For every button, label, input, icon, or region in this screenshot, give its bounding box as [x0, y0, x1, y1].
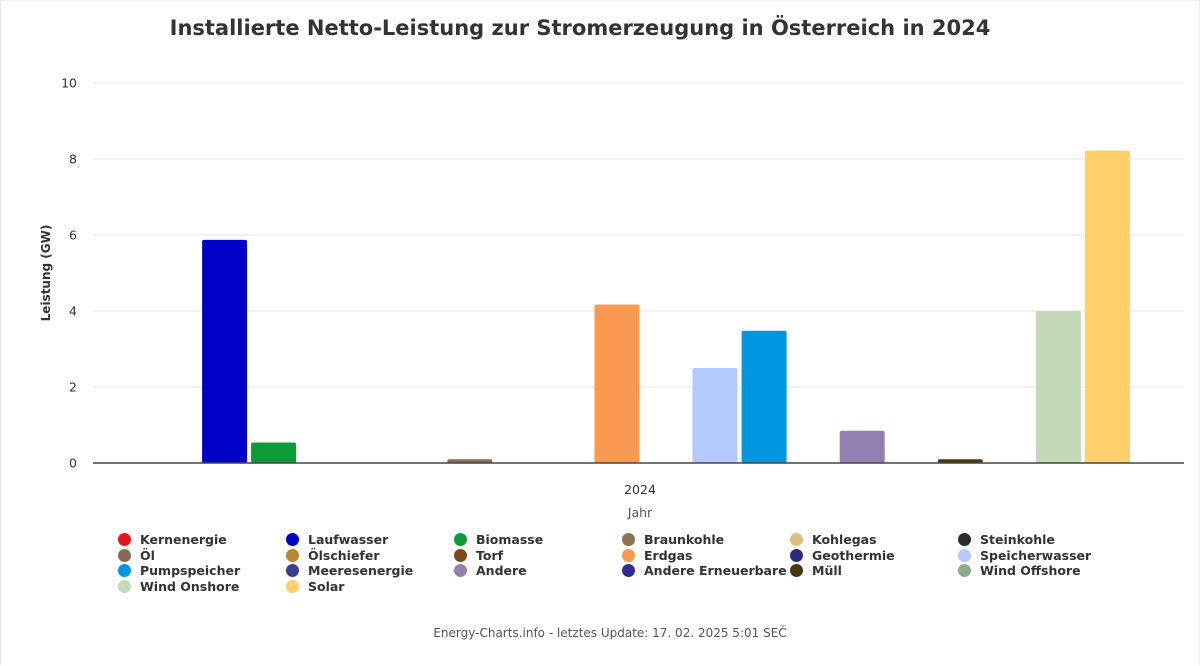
x-tick-label: 2024	[624, 482, 656, 497]
legend-marker	[286, 548, 299, 562]
legend-label: Pumpspeicher	[140, 563, 241, 579]
legend-marker	[118, 533, 131, 547]
y-tick-label: 10	[61, 76, 77, 91]
bar-öl[interactable]	[447, 459, 493, 463]
legend-item[interactable]: Steinkohle	[958, 532, 1126, 548]
legend-item[interactable]: Öl	[118, 548, 286, 564]
legend-label: Geothermie	[812, 547, 895, 563]
legend-item[interactable]: Solar	[286, 579, 454, 595]
bar-müll[interactable]	[937, 459, 983, 463]
legend-item[interactable]: Wind Offshore	[958, 563, 1126, 579]
legend-marker	[454, 564, 467, 578]
legend-item[interactable]: Torf	[454, 548, 622, 564]
x-axis-label: Jahr	[627, 505, 653, 520]
footer-credit: Energy-Charts.info - letztes Update: 17.…	[433, 626, 787, 640]
legend-marker	[790, 548, 803, 562]
legend-marker	[118, 548, 131, 562]
bar-erdgas[interactable]	[594, 304, 640, 464]
legend-marker	[622, 564, 635, 578]
legend-item[interactable]: Müll	[790, 563, 958, 579]
y-axis-label: Leistung (GW)	[39, 225, 53, 322]
legend-marker	[790, 533, 803, 547]
legend-item[interactable]: Braunkohle	[622, 532, 790, 548]
y-tick-label: 6	[69, 228, 77, 243]
legend-label: Biomasse	[476, 532, 544, 548]
legend-label: Speicherwasser	[980, 547, 1092, 563]
legend-item[interactable]: Wind Onshore	[118, 579, 286, 595]
legend-item[interactable]: Kernenergie	[118, 532, 286, 548]
legend-item[interactable]: Kohlegas	[790, 532, 958, 548]
bars	[202, 150, 1130, 464]
legend-label: Erdgas	[644, 547, 693, 563]
legend: Kernenergie Laufwasser Biomasse Braunkohle K…	[118, 532, 1138, 594]
bar-pumpspeicher[interactable]	[741, 330, 787, 463]
legend-label: Müll	[812, 563, 842, 579]
legend-marker	[286, 579, 299, 593]
legend-marker	[622, 533, 635, 547]
legend-item[interactable]: Laufwasser	[286, 532, 454, 548]
bar-laufwasser[interactable]	[202, 239, 248, 463]
legend-marker	[286, 533, 299, 547]
legend-label: Ölschiefer	[308, 547, 380, 563]
legend-marker	[958, 533, 971, 547]
legend-marker	[286, 564, 299, 578]
legend-marker	[790, 564, 803, 578]
chart-title: Installierte Netto-Leistung zur Stromerz…	[169, 16, 991, 40]
bar-solar[interactable]	[1084, 150, 1130, 463]
legend-label: Öl	[140, 547, 155, 563]
legend-item[interactable]: Ölschiefer	[286, 548, 454, 564]
y-tick-label: 8	[69, 152, 77, 167]
y-tick-label: 4	[69, 304, 77, 319]
legend-label: Braunkohle	[644, 532, 725, 548]
legend-item[interactable]: Geothermie	[790, 548, 958, 564]
legend-label: Kernenergie	[140, 532, 227, 548]
y-axis-ticks: 0 2 4 6 8 10	[61, 76, 77, 471]
legend-item[interactable]: Speicherwasser	[958, 548, 1126, 564]
legend-label: Andere Erneuerbare	[644, 563, 787, 579]
legend-item[interactable]: Biomasse	[454, 532, 622, 548]
bar-speicherwasser[interactable]	[692, 368, 738, 463]
legend-label: Wind Onshore	[140, 578, 240, 594]
legend-marker	[118, 579, 131, 593]
bar-andere[interactable]	[839, 430, 885, 463]
legend-label: Solar	[308, 578, 345, 594]
legend-item[interactable]: Andere	[454, 563, 622, 579]
legend-label: Torf	[476, 547, 504, 563]
legend-label: Laufwasser	[308, 532, 389, 548]
legend-marker	[958, 564, 971, 578]
legend-item[interactable]: Erdgas	[622, 548, 790, 564]
y-tick-label: 2	[69, 380, 77, 395]
legend-item[interactable]: Meeresenergie	[286, 563, 454, 579]
legend-marker	[118, 564, 131, 578]
legend-label: Meeresenergie	[308, 563, 414, 579]
legend-item[interactable]: Pumpspeicher	[118, 563, 286, 579]
legend-marker	[454, 533, 467, 547]
legend-label: Kohlegas	[812, 532, 877, 548]
bar-wind-onshore[interactable]	[1035, 311, 1081, 463]
legend-label: Wind Offshore	[980, 563, 1081, 579]
bar-biomasse[interactable]	[251, 442, 297, 464]
legend-label: Andere	[476, 563, 527, 579]
legend-marker	[454, 548, 467, 562]
legend-label: Steinkohle	[980, 532, 1055, 548]
legend-marker	[958, 548, 971, 562]
legend-marker	[622, 548, 635, 562]
legend-item[interactable]: Andere Erneuerbare	[622, 563, 790, 579]
y-tick-label: 0	[69, 456, 77, 471]
